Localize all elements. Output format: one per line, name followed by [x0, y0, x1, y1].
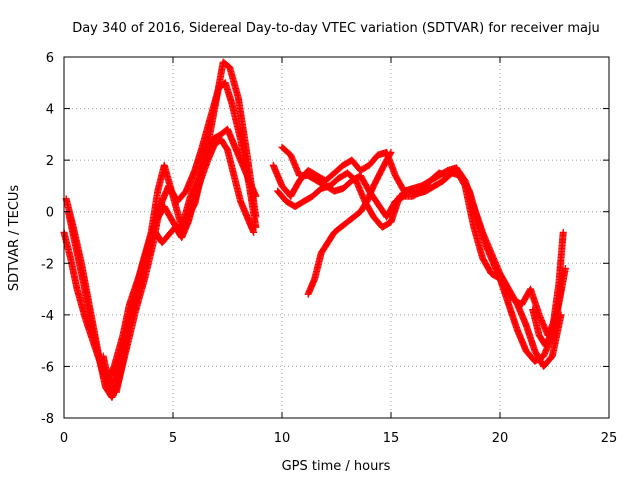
data-point — [561, 264, 569, 272]
y-tick-label: 6 — [46, 51, 54, 66]
x-axis-label: GPS time / hours — [282, 459, 391, 474]
x-tick-label: 25 — [601, 431, 618, 446]
x-tick-label: 10 — [274, 431, 291, 446]
x-tick-label: 20 — [492, 431, 509, 446]
series-track-d — [99, 136, 258, 396]
y-tick-label: 4 — [46, 103, 54, 118]
chart-title: Day 340 of 2016, Sidereal Day-to-day VTE… — [72, 21, 600, 36]
series-track-i — [529, 228, 567, 350]
y-tick-label: -6 — [41, 360, 54, 375]
grid-layer — [64, 57, 609, 418]
x-tick-label: 15 — [383, 431, 400, 446]
data-point — [250, 228, 258, 236]
series-track-h — [304, 148, 395, 298]
y-tick-label: -2 — [41, 257, 54, 272]
data-layer — [60, 58, 569, 401]
data-point — [559, 228, 567, 236]
data-point — [386, 150, 394, 158]
y-tick-label: 2 — [46, 154, 54, 169]
x-tick-label: 5 — [169, 431, 177, 446]
y-axis-label: SDTVAR / TECUs — [7, 185, 22, 292]
plot-frame — [63, 56, 610, 419]
data-point — [387, 148, 395, 156]
x-tick-label: 0 — [60, 431, 68, 446]
tick-layer: 0 5 10 15 20 25 -8 -6 -4 -2 0 2 4 6 — [41, 51, 617, 446]
data-point — [252, 213, 260, 221]
y-tick-label: 0 — [46, 206, 54, 221]
y-tick-label: -4 — [41, 309, 54, 324]
y-tick-label: -8 — [41, 412, 54, 427]
